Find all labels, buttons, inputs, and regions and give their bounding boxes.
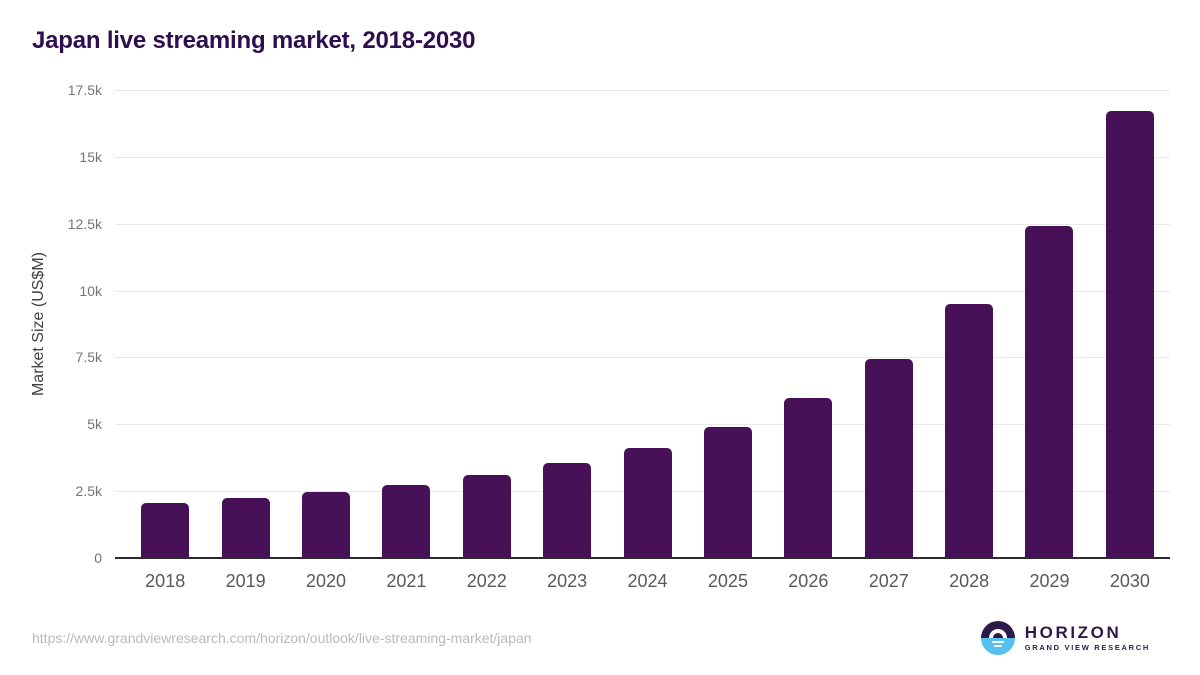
sun-inner-shape [992, 633, 1003, 638]
x-tick-2027: 2027 [868, 571, 909, 591]
bar-2023 [543, 463, 592, 558]
x-tick-2020: 2020 [305, 571, 346, 591]
bar-slot-2030 [1090, 90, 1170, 558]
source-url: https://www.grandviewresearch.com/horizo… [32, 630, 532, 646]
bar-2028 [945, 304, 994, 558]
bar-2025 [703, 426, 752, 558]
bar-slot-2026 [768, 90, 848, 558]
x-tick-labels: 2018 2019 2020 2021 2022 2023 2024 2025 2026 2027… [125, 571, 1170, 592]
bar-slot-2025 [688, 90, 768, 558]
bar-2030 [1105, 111, 1154, 558]
gridline-5k [115, 424, 1170, 426]
x-tick-2022: 2022 [466, 571, 507, 591]
bar-slot-2018 [125, 90, 205, 558]
gridline-12.5k [115, 223, 1170, 225]
bar-slot-2027 [849, 90, 929, 558]
bar-slot-2020 [286, 90, 366, 558]
y-tick-0: 0 [94, 550, 102, 566]
y-axis-title-wrap: Market Size (US$M) [30, 90, 48, 558]
y-tick-7.5k: 7.5k [75, 349, 102, 366]
y-tick-10k: 10k [79, 282, 102, 299]
plot-area: 0 2.5k 5k 7.5k 10k 12.5k 15k 17.5k 2018 2019 2020… [68, 82, 1170, 591]
y-tick-2.5k: 2.5k [75, 483, 102, 500]
bar-slot-2022 [447, 90, 527, 558]
bar-slot-2024 [607, 90, 687, 558]
bar-slot-2019 [205, 90, 285, 558]
x-tick-2028: 2028 [949, 571, 990, 591]
bar-slot-2028 [929, 90, 1009, 558]
x-tick-2024: 2024 [627, 571, 668, 591]
sun-reflection-line [993, 645, 1002, 647]
x-tick-2029: 2029 [1029, 571, 1070, 591]
x-axis-line [115, 557, 1170, 559]
bar-2024 [623, 448, 672, 558]
bar-2021 [382, 485, 431, 558]
bar-slot-2021 [366, 90, 446, 558]
logo-brand-name: HORIZON [1024, 623, 1122, 643]
bar-2026 [784, 397, 833, 558]
bar-2019 [221, 497, 270, 558]
bar-2020 [301, 492, 350, 558]
bar-slot-2023 [527, 90, 607, 558]
logo-brand-subtitle: GRAND VIEW RESEARCH [1024, 643, 1150, 653]
bar-series [125, 90, 1170, 558]
x-tick-2021: 2021 [386, 571, 427, 591]
bar-2029 [1025, 226, 1074, 558]
y-tick-17.5k: 17.5k [67, 82, 102, 98]
bar-slot-2029 [1009, 90, 1089, 558]
x-tick-2023: 2023 [547, 571, 588, 591]
sun-reflection-line [991, 641, 1004, 643]
y-axis-title: Market Size (US$M) [30, 251, 47, 397]
x-tick-2026: 2026 [788, 571, 829, 591]
logo-text-block: HORIZON GRAND VIEW RESEARCH [1025, 624, 1150, 652]
horizon-sunset-icon [980, 621, 1015, 655]
y-tick-15k: 15k [79, 148, 102, 165]
bar-2022 [462, 475, 511, 558]
gridline-17.5k [115, 90, 1170, 91]
x-tick-2030: 2030 [1109, 571, 1150, 591]
y-tick-12.5k: 12.5k [67, 215, 102, 232]
gridline-15k [115, 156, 1170, 158]
x-tick-2019: 2019 [225, 571, 266, 591]
horizon-logo: HORIZON GRAND VIEW RESEARCH [980, 621, 1150, 655]
gridline-10k [115, 290, 1170, 292]
gridline-7.5k [115, 357, 1170, 359]
bar-2018 [141, 503, 190, 558]
chart-title: Japan live streaming market, 2018-2030 [32, 27, 476, 54]
bar-2027 [864, 358, 913, 558]
y-tick-5k: 5k [87, 416, 102, 433]
x-tick-2018: 2018 [145, 571, 186, 591]
x-tick-2025: 2025 [707, 571, 748, 591]
